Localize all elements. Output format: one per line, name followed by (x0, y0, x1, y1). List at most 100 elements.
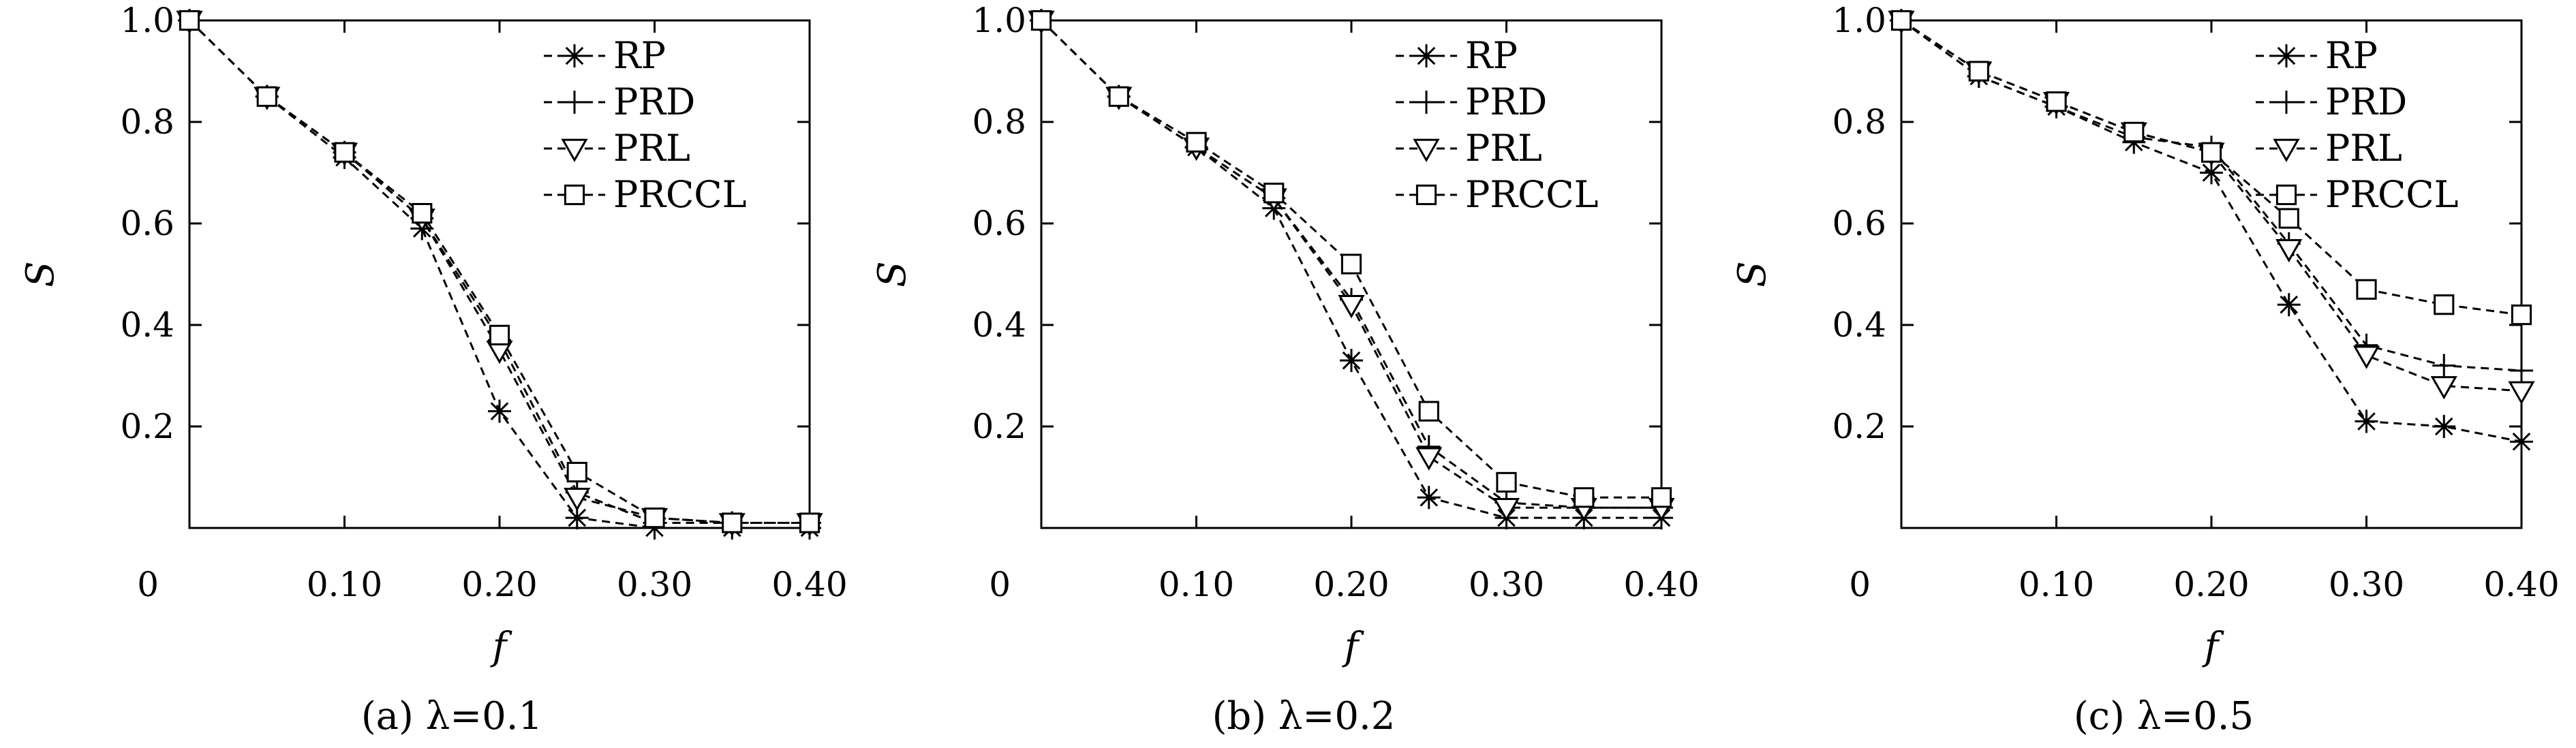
data-point-rp (1340, 349, 1363, 373)
y-tick-label: 0.4 (1832, 305, 1886, 345)
data-point-rp (2510, 430, 2533, 454)
legend-marker (2275, 91, 2298, 114)
legend-marker (561, 138, 588, 163)
data-point-prccl (1968, 61, 1989, 82)
series-prccl (1890, 10, 2532, 326)
data-point-prd (2432, 354, 2456, 377)
x-tick-label: 0.20 (1313, 565, 1389, 604)
legend-label: PRD (2325, 80, 2407, 123)
legend-marker (2275, 44, 2298, 67)
data-point-prl (1338, 294, 1365, 319)
data-point-prccl (2356, 279, 2377, 300)
data-point-rp (565, 506, 589, 530)
legend-label: PRCCL (2325, 173, 2459, 216)
series-line-rp (1901, 19, 2522, 443)
y-axis-label: S (18, 261, 63, 287)
data-point-prccl (799, 512, 821, 533)
data-point-rp (2432, 415, 2456, 438)
y-tick-label: 0.8 (972, 102, 1026, 142)
data-point-prccl (722, 512, 743, 533)
x-tick-label: 0.20 (2173, 565, 2249, 604)
data-point-prccl (1263, 183, 1285, 204)
y-tick-label: 0.2 (972, 407, 1026, 446)
data-point-rp (2277, 293, 2301, 317)
data-point-prccl (412, 203, 433, 224)
data-point-rp (2200, 161, 2223, 185)
legend-label: RP (1465, 34, 1518, 77)
x-tick-label: 0.30 (1469, 565, 1544, 604)
data-point-prl (2275, 239, 2303, 263)
legend-label: PRL (613, 127, 690, 170)
y-tick-label: 1.0 (120, 1, 174, 40)
legend-label: PRD (1465, 80, 1547, 123)
data-point-prd (2510, 359, 2533, 383)
data-point-prl (1492, 497, 1520, 522)
data-point-prccl (1108, 86, 1129, 107)
x-axis-label: f (1342, 625, 1365, 669)
panel-caption: (b) λ=0.2 (1212, 694, 1396, 738)
x-axis-label: f (490, 625, 513, 669)
data-point-prccl (2278, 208, 2299, 229)
data-point-prccl (334, 142, 355, 163)
data-point-prccl (1651, 487, 1672, 508)
y-tick-label: 0.4 (120, 305, 174, 345)
legend-label: PRCCL (1465, 173, 1599, 216)
x-tick-label: 0.40 (1623, 565, 1699, 604)
series-line-prd (1901, 19, 2522, 372)
y-tick-label: 0.6 (1832, 204, 1886, 243)
y-tick-label: 0.2 (1832, 407, 1886, 446)
data-point-prl (564, 488, 591, 512)
x-tick-label: 0 (1849, 565, 1871, 604)
data-point-prccl (256, 86, 277, 107)
y-axis-label: S (870, 261, 915, 287)
legend-label: RP (2325, 34, 2378, 77)
data-point-prccl (1890, 10, 1912, 31)
data-point-rp (1417, 486, 1441, 510)
legend-marker (563, 44, 586, 67)
y-tick-label: 0.4 (972, 305, 1026, 345)
x-tick-label: 0.10 (2019, 565, 2094, 604)
data-point-prccl (2511, 305, 2532, 326)
data-point-prl (2508, 381, 2535, 405)
series-prccl (179, 10, 821, 533)
plot-frame (1900, 19, 2523, 529)
y-tick-label: 0.2 (120, 407, 174, 446)
chart-panel-1: 0.2 0.4 0.6 0.8 1.0 0 0.10 0.20 0.30 0.40 f S (a) λ=… (18, 1, 848, 738)
legend-marker (1413, 138, 1440, 163)
chart-panel-3: 0.2 0.4 0.6 0.8 1.0 0 0.10 0.20 0.30 0.40 f S (c) λ=… (1730, 1, 2560, 738)
legend-marker (564, 184, 585, 206)
data-point-prccl (1418, 401, 1439, 422)
data-point-prl (2430, 376, 2457, 400)
legend-label: PRL (1465, 127, 1542, 170)
legend-marker (563, 91, 586, 114)
plot-frame (188, 19, 811, 529)
x-axis-label: f (2202, 625, 2225, 669)
legend-marker (1415, 184, 1437, 206)
data-point-rp (2355, 409, 2378, 433)
data-point-prccl (489, 324, 510, 345)
data-point-prccl (2046, 91, 2067, 112)
legend-marker (1415, 44, 1438, 67)
legend-label: RP (613, 34, 666, 77)
x-tick-label: 0.30 (617, 565, 692, 604)
data-point-prccl (566, 461, 587, 483)
data-point-prccl (2434, 294, 2455, 315)
y-axis-label: S (1730, 261, 1775, 287)
data-point-prl (1415, 447, 1443, 471)
data-point-prccl (644, 508, 665, 529)
x-tick-label: 0.40 (771, 565, 847, 604)
series-prccl (1030, 10, 1672, 508)
legend-marker (2273, 138, 2300, 163)
data-point-prccl (2201, 142, 2222, 163)
data-point-prccl (1030, 10, 1052, 31)
y-tick-label: 0.8 (120, 102, 174, 142)
series-line-prl (188, 19, 810, 525)
data-point-prccl (1496, 471, 1517, 493)
data-point-prccl (1340, 253, 1362, 275)
legend-marker (2275, 184, 2297, 206)
data-point-prccl (1574, 487, 1595, 508)
